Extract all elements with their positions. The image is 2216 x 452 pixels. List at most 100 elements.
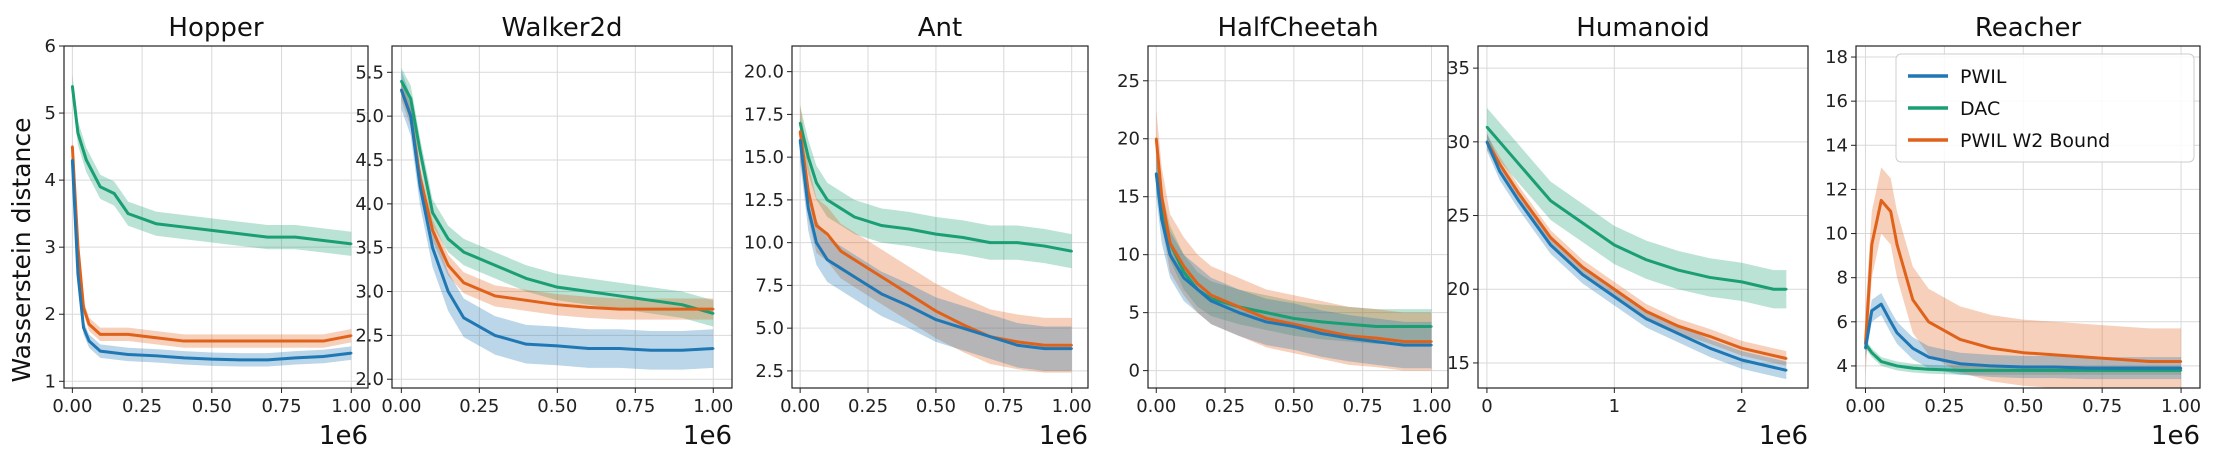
point-pwil-w2-bound	[210, 339, 214, 343]
point-pwil-w2-bound	[649, 307, 653, 311]
point-pwil-w2-bound	[2116, 358, 2120, 361]
point-dac	[907, 227, 910, 231]
x-tick-label: 1.00	[693, 396, 733, 417]
x-tick-label: 0.00	[381, 396, 421, 417]
point-dac	[85, 158, 88, 162]
point-pwil	[1785, 369, 1788, 372]
band-pwil-w2-bound	[1865, 167, 2182, 388]
x-tick-label: 0.75	[984, 396, 1024, 417]
point-dac	[2022, 369, 2025, 372]
point-pwil-w2-bound	[1644, 310, 1648, 313]
point-dac	[1549, 199, 1552, 202]
point-pwil-w2-bound	[1880, 199, 1883, 202]
y-tick-label: 4.5	[355, 150, 384, 171]
y-tick-label: 5	[1129, 303, 1140, 324]
point-dac	[493, 264, 497, 267]
point-pwil	[1581, 273, 1584, 276]
point-dac	[1676, 268, 1680, 272]
point-pwil-w2-bound	[524, 299, 528, 302]
point-dac	[113, 192, 116, 195]
point-pwil-w2-bound	[1958, 338, 1962, 341]
point-pwil	[99, 349, 102, 353]
panel-walker2d: Walker2d 0.00 0.25 0.50 0.75 1.00 2.0 2.5 3.0 3.5…	[355, 13, 733, 451]
point-pwil	[2085, 366, 2088, 370]
point-pwil-w2-bound	[853, 258, 856, 261]
x-tick-label: 1.00	[2161, 396, 2201, 417]
x-scale-label: 1e6	[1759, 421, 1808, 451]
point-pwil	[1880, 302, 1883, 306]
y-tick-label: 6	[45, 36, 56, 57]
y-tick-label: 30	[1447, 132, 1470, 153]
x-tick-label: 1.00	[1411, 396, 1451, 417]
point-pwil	[1613, 295, 1616, 298]
point-dac	[853, 215, 856, 219]
plot-area-hopper	[70, 74, 353, 367]
y-tick-label: 3	[45, 237, 56, 258]
x-tick-label: 0.25	[848, 396, 888, 417]
point-pwil-w2-bound	[961, 323, 965, 326]
point-pwil-w2-bound	[1160, 195, 1163, 198]
y-tick-label: 0	[1129, 361, 1140, 382]
point-pwil	[446, 290, 450, 293]
point-dac	[1708, 276, 1712, 279]
point-dac	[1320, 320, 1323, 324]
line-pwil	[399, 89, 714, 352]
band-dac	[401, 67, 714, 327]
x-tick-label: 2	[1736, 396, 1747, 417]
point-pwil	[1292, 325, 1296, 328]
point-dac	[1958, 369, 1962, 372]
point-pwil	[71, 158, 74, 162]
point-pwil	[807, 207, 810, 210]
point-dac	[826, 198, 829, 202]
y-tick-label: 5	[45, 103, 56, 124]
point-pwil-w2-bound	[1927, 320, 1930, 324]
x-tick-label: 0.25	[122, 396, 162, 417]
point-pwil-w2-bound	[1613, 288, 1616, 291]
point-pwil-w2-bound	[2053, 353, 2057, 357]
point-pwil	[1320, 332, 1323, 335]
point-dac	[446, 237, 450, 241]
point-pwil-w2-bound	[238, 339, 241, 343]
y-tick-label: 20	[1117, 129, 1140, 150]
point-pwil-w2-bound	[556, 303, 559, 306]
y-tick-label: 25	[1117, 71, 1140, 92]
band-pwil	[72, 153, 352, 367]
point-pwil-w2-bound	[99, 333, 102, 336]
line-dac	[1485, 126, 1787, 291]
point-dac	[1911, 366, 1915, 370]
x-tick-label: 0.50	[2003, 396, 2043, 417]
y-tick-label: 4	[1837, 356, 1848, 377]
point-pwil-w2-bound	[294, 339, 297, 343]
x-tick-label: 0.25	[1924, 396, 1964, 417]
point-pwil	[1375, 340, 1378, 343]
point-dac	[1016, 241, 1019, 244]
line-pwil	[798, 139, 1072, 351]
point-pwil	[826, 258, 829, 261]
point-dac	[1498, 140, 1501, 144]
line-pwil	[1485, 141, 1787, 372]
point-pwil-w2-bound	[1292, 323, 1296, 326]
point-pwil-w2-bound	[1043, 344, 1046, 347]
point-dac	[431, 211, 434, 214]
plot-frame-halfcheetah	[1147, 45, 1449, 389]
point-pwil-w2-bound	[1549, 236, 1552, 239]
legend: PWIL DAC PWIL W2 Bound	[1895, 53, 2195, 163]
point-dac	[807, 155, 810, 159]
point-pwil	[1889, 320, 1892, 324]
band-dac	[1865, 339, 2182, 375]
point-dac	[1581, 221, 1584, 225]
panel-title-humanoid: Humanoid	[1576, 13, 1709, 43]
point-dac	[1402, 325, 1406, 328]
point-pwil	[126, 353, 130, 356]
point-dac	[1927, 368, 1930, 371]
y-tick-label: 20	[1447, 279, 1470, 300]
point-dac	[350, 242, 353, 246]
point-pwil	[1016, 344, 1019, 347]
point-pwil-w2-bound	[1498, 162, 1501, 166]
point-pwil-w2-bound	[1772, 354, 1775, 357]
x-tick-label: 0.25	[459, 396, 499, 417]
point-pwil-w2-bound	[1168, 241, 1172, 245]
point-pwil	[1772, 366, 1775, 369]
point-dac	[815, 181, 818, 184]
point-pwil-w2-bound	[587, 306, 590, 309]
